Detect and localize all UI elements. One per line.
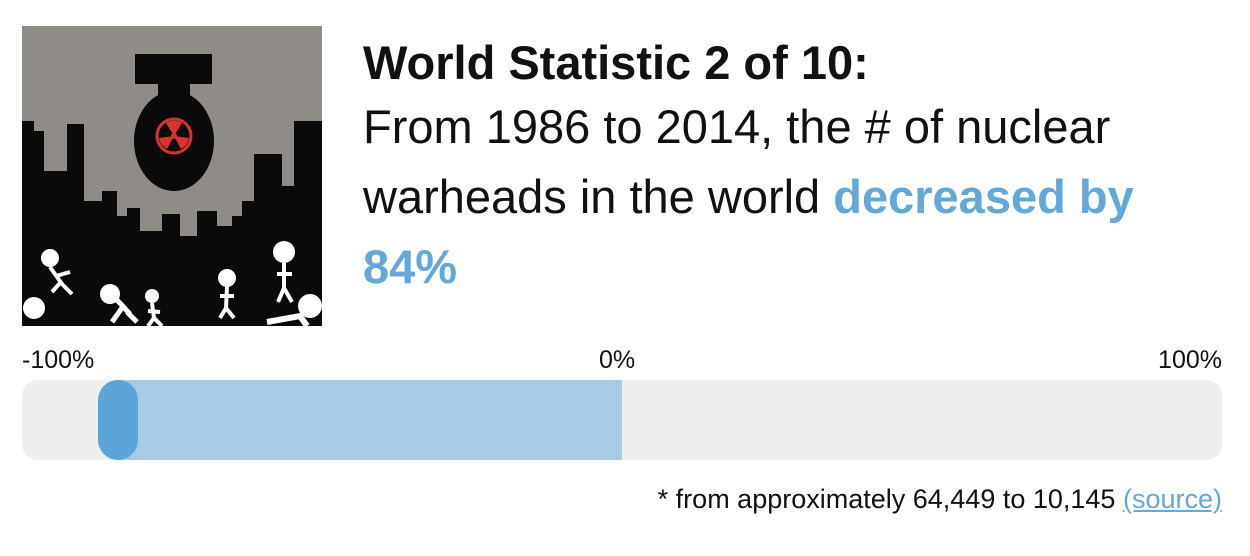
change-bar-track (22, 380, 1222, 460)
nuclear-bomb-illustration (22, 26, 322, 326)
statistic-change-highlight: decreased by 84% (363, 170, 1134, 293)
statistic-heading: World Statistic 2 of 10: (363, 36, 869, 89)
scale-min-label: -100% (22, 346, 95, 374)
source-link[interactable]: (source) (1122, 484, 1222, 514)
statistic-block: World Statistic 2 of 10: From 1986 to 20… (363, 34, 1233, 302)
scale-max-label: 100% (1158, 346, 1222, 374)
footnote-text: * from approximately 64,449 to 10,145 (657, 484, 1116, 514)
footnote: * from approximately 64,449 to 10,145 (s… (658, 484, 1222, 515)
change-bar-fill (118, 380, 622, 460)
scale-mid-label: 0% (599, 346, 636, 374)
nuclear-bomb-city-icon (22, 26, 322, 326)
change-bar-marker (98, 380, 138, 460)
statistic-sentence-text: From 1986 to 2014, the # of nuclear warh… (363, 100, 1111, 223)
statistic-sentence: From 1986 to 2014, the # of nuclear warh… (363, 92, 1233, 302)
